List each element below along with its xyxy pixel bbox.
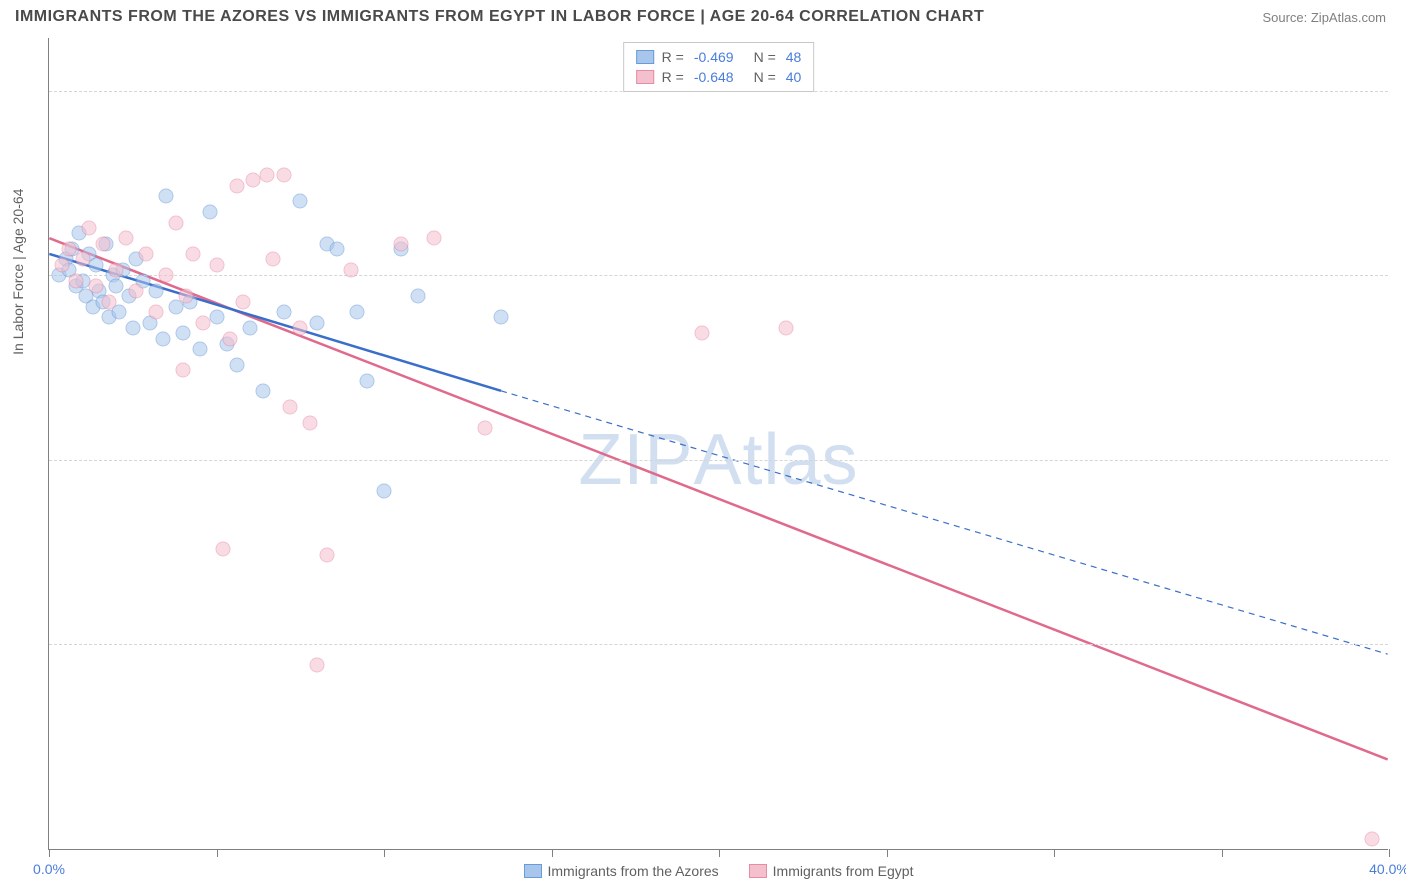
data-point bbox=[477, 421, 492, 436]
tick-x bbox=[1389, 849, 1390, 857]
data-point bbox=[119, 231, 134, 246]
data-point bbox=[320, 547, 335, 562]
data-point bbox=[159, 189, 174, 204]
tick-x bbox=[217, 849, 218, 857]
tick-x bbox=[384, 849, 385, 857]
swatch-azores-bottom bbox=[524, 864, 542, 878]
data-point bbox=[129, 284, 144, 299]
data-point bbox=[410, 289, 425, 304]
data-point bbox=[377, 484, 392, 499]
data-point bbox=[293, 194, 308, 209]
data-point bbox=[350, 305, 365, 320]
data-point bbox=[330, 241, 345, 256]
data-point bbox=[186, 247, 201, 262]
gridline-h bbox=[49, 644, 1388, 645]
x-tick-label: 0.0% bbox=[33, 861, 65, 877]
data-point bbox=[243, 321, 258, 336]
legend-correlation: R = -0.469 N = 48 R = -0.648 N = 40 bbox=[623, 42, 815, 92]
data-point bbox=[192, 342, 207, 357]
data-point bbox=[109, 278, 124, 293]
data-point bbox=[169, 215, 184, 230]
data-point bbox=[695, 326, 710, 341]
data-point bbox=[149, 305, 164, 320]
data-point bbox=[209, 257, 224, 272]
swatch-azores bbox=[636, 50, 654, 64]
data-point bbox=[196, 315, 211, 330]
data-point bbox=[125, 321, 140, 336]
data-point bbox=[293, 321, 308, 336]
tick-x bbox=[1222, 849, 1223, 857]
data-point bbox=[88, 278, 103, 293]
data-point bbox=[75, 252, 90, 267]
data-point bbox=[1365, 832, 1380, 847]
swatch-egypt bbox=[636, 70, 654, 84]
legend-item-azores: Immigrants from the Azores bbox=[524, 863, 719, 879]
tick-x bbox=[1054, 849, 1055, 857]
data-point bbox=[494, 310, 509, 325]
gridline-h bbox=[49, 275, 1388, 276]
chart-plot-area: ZIPAtlas R = -0.469 N = 48 R = -0.648 N … bbox=[48, 38, 1388, 850]
data-point bbox=[393, 236, 408, 251]
data-point bbox=[109, 263, 124, 278]
data-point bbox=[62, 241, 77, 256]
data-point bbox=[229, 357, 244, 372]
data-point bbox=[310, 658, 325, 673]
data-point bbox=[95, 236, 110, 251]
data-point bbox=[259, 168, 274, 183]
trend-lines bbox=[49, 38, 1388, 849]
tick-x bbox=[887, 849, 888, 857]
data-point bbox=[155, 331, 170, 346]
chart-source: Source: ZipAtlas.com bbox=[1262, 10, 1386, 25]
legend-row-azores: R = -0.469 N = 48 bbox=[636, 47, 802, 67]
data-point bbox=[276, 168, 291, 183]
data-point bbox=[68, 273, 83, 288]
data-point bbox=[343, 263, 358, 278]
data-point bbox=[283, 400, 298, 415]
data-point bbox=[222, 331, 237, 346]
legend-item-egypt: Immigrants from Egypt bbox=[749, 863, 914, 879]
data-point bbox=[779, 321, 794, 336]
data-point bbox=[159, 268, 174, 283]
chart-header: IMMIGRANTS FROM THE AZORES VS IMMIGRANTS… bbox=[0, 0, 1406, 30]
data-point bbox=[149, 284, 164, 299]
y-axis-label: In Labor Force | Age 20-64 bbox=[10, 189, 26, 355]
data-point bbox=[176, 363, 191, 378]
x-tick-label: 40.0% bbox=[1369, 861, 1406, 877]
data-point bbox=[102, 294, 117, 309]
data-point bbox=[360, 373, 375, 388]
data-point bbox=[256, 384, 271, 399]
tick-x bbox=[552, 849, 553, 857]
data-point bbox=[55, 257, 70, 272]
data-point bbox=[303, 415, 318, 430]
data-point bbox=[427, 231, 442, 246]
legend-row-egypt: R = -0.648 N = 40 bbox=[636, 67, 802, 87]
data-point bbox=[82, 220, 97, 235]
data-point bbox=[209, 310, 224, 325]
swatch-egypt-bottom bbox=[749, 864, 767, 878]
tick-x bbox=[719, 849, 720, 857]
data-point bbox=[179, 289, 194, 304]
data-point bbox=[276, 305, 291, 320]
legend-series: Immigrants from the Azores Immigrants fr… bbox=[524, 863, 914, 879]
data-point bbox=[236, 294, 251, 309]
chart-title: IMMIGRANTS FROM THE AZORES VS IMMIGRANTS… bbox=[15, 8, 984, 26]
gridline-h bbox=[49, 460, 1388, 461]
data-point bbox=[176, 326, 191, 341]
data-point bbox=[88, 257, 103, 272]
data-point bbox=[139, 247, 154, 262]
data-point bbox=[266, 252, 281, 267]
tick-x bbox=[49, 849, 50, 857]
data-point bbox=[202, 205, 217, 220]
data-point bbox=[310, 315, 325, 330]
data-point bbox=[216, 542, 231, 557]
data-point bbox=[229, 178, 244, 193]
